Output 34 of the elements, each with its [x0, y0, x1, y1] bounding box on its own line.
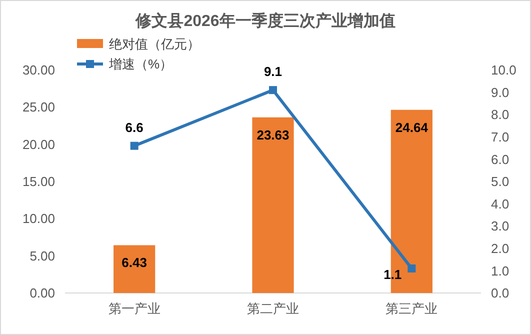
y2-tick-label: 8.0 — [491, 107, 510, 122]
point — [130, 142, 138, 150]
x-tick-label: 第三产业 — [386, 301, 438, 316]
data-label: 6.43 — [122, 255, 147, 270]
y-tick-label: 10.00 — [22, 211, 55, 226]
y2-tick-label: 5.0 — [491, 174, 510, 190]
y2-tick-label: 7.0 — [491, 129, 510, 144]
y-tick-label: 30.00 — [22, 62, 55, 78]
y2-tick-label: 6.0 — [491, 152, 510, 167]
y2-tick-label: 2.0 — [491, 240, 510, 256]
y-tick-label: 20.00 — [22, 136, 55, 152]
bar — [114, 245, 156, 293]
data-label: 23.63 — [256, 127, 290, 142]
point — [269, 86, 277, 94]
y2-tick-label: 4.0 — [491, 196, 510, 212]
chart-title: 修文县2026年一季度三次产业增加值 — [134, 11, 396, 30]
y2-tick-label: 0.0 — [491, 286, 510, 301]
point — [408, 264, 416, 272]
legend-label: 绝对值（亿元） — [109, 36, 200, 52]
y-tick-label: 15.00 — [22, 174, 55, 190]
x-tick-label: 第二产业 — [247, 301, 299, 316]
data-label: 24.64 — [395, 120, 429, 135]
legend-label: 增速（%） — [108, 56, 173, 72]
y-tick-label: 0.00 — [30, 286, 55, 301]
y-tick-label: 5.00 — [30, 248, 55, 264]
y2-tick-label: 1.0 — [491, 263, 510, 278]
data-label: 9.1 — [264, 64, 282, 80]
y2-tick-label: 3.0 — [491, 218, 510, 234]
y2-tick-label: 9.0 — [491, 84, 510, 100]
data-label: 6.6 — [125, 120, 144, 135]
x-tick-label: 第一产业 — [108, 301, 160, 316]
y-tick-label: 25.00 — [22, 100, 55, 115]
bar — [252, 117, 294, 293]
y2-tick-label: 10.0 — [491, 62, 516, 78]
